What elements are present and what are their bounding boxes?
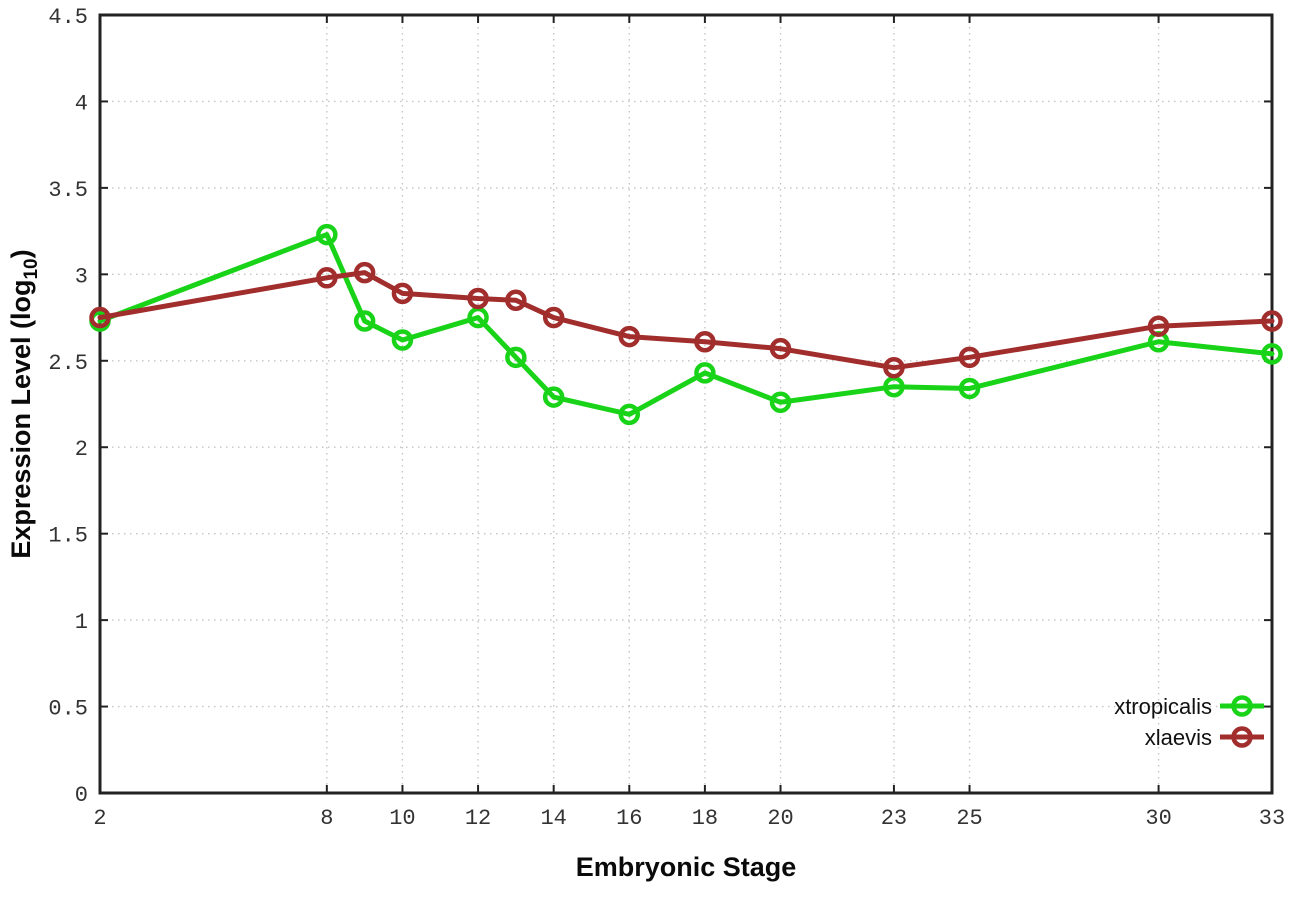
y-axis-title: Expression Level (log10) <box>6 249 42 558</box>
data-series <box>89 223 1283 426</box>
y-tick-label: 3.5 <box>48 178 88 203</box>
legend-sample-marker-xlaevis <box>1231 726 1253 748</box>
data-point-xtropicalis <box>694 362 716 384</box>
data-point-xlaevis <box>1261 310 1283 332</box>
data-point-xlaevis <box>467 287 489 310</box>
border-rect <box>98 13 1274 795</box>
x-tick-label: 10 <box>389 806 415 831</box>
axis-ticks <box>99 14 1273 794</box>
data-point-xtropicalis <box>618 403 641 426</box>
data-point-xlaevis <box>883 356 905 379</box>
legend-sample-marker-xtropicalis <box>1231 695 1253 717</box>
x-tick-label: 25 <box>956 806 982 831</box>
x-tick-label: 2 <box>93 806 106 831</box>
data-point-xtropicalis <box>958 377 981 400</box>
legend-label-xtropicalis: xtropicalis <box>1114 694 1212 719</box>
x-tick-label: 20 <box>767 806 793 831</box>
data-point-xtropicalis <box>353 310 376 332</box>
data-point-xtropicalis <box>316 223 338 246</box>
plot-border <box>98 13 1274 795</box>
series-line-xlaevis <box>97 270 1275 371</box>
data-point-xtropicalis <box>505 346 527 369</box>
x-tick-label: 18 <box>692 806 718 831</box>
x-tick-label: 16 <box>616 806 642 831</box>
y-tick-label: 4.5 <box>48 5 88 30</box>
x-tick-label: 12 <box>465 806 491 831</box>
data-point-xtropicalis <box>769 391 792 414</box>
x-tick-label: 30 <box>1145 806 1171 831</box>
data-point-xlaevis <box>89 306 111 329</box>
y-tick-label: 0.5 <box>48 697 88 722</box>
data-point-xlaevis <box>353 261 376 284</box>
data-point-xtropicalis <box>542 386 565 408</box>
y-tick-label: 2.5 <box>48 351 88 376</box>
x-tick-label: 23 <box>881 806 907 831</box>
gridlines <box>99 14 1273 794</box>
y-tick-label: 1 <box>75 610 88 635</box>
legend-label-xlaevis: xlaevis <box>1145 725 1212 750</box>
x-tick-label: 8 <box>320 806 333 831</box>
x-axis-title: Embryonic Stage <box>576 852 797 882</box>
tick-labels: 2 8 10 12 14 16 18 20 23 25 30 33 0 0.5 1 1.5 2 2.5 3 3.5 4 4… <box>48 5 1285 831</box>
y-axis-title-close: ) <box>6 249 36 258</box>
y-tick-label: 4 <box>75 91 88 116</box>
data-point-xlaevis <box>958 346 981 369</box>
y-tick-label: 0 <box>75 783 88 808</box>
data-point-xlaevis <box>769 337 792 360</box>
data-point-xlaevis <box>505 289 527 312</box>
y-tick-label: 3 <box>75 264 88 289</box>
y-tick-label: 2 <box>75 437 88 462</box>
x-tick-label: 14 <box>540 806 566 831</box>
data-point-xlaevis <box>1147 315 1170 337</box>
data-point-xlaevis <box>618 325 641 348</box>
data-point-xlaevis <box>391 282 414 305</box>
data-point-xtropicalis <box>391 329 414 351</box>
data-point-xlaevis <box>316 267 338 289</box>
data-point-xtropicalis <box>1261 343 1283 365</box>
legend: xtropicalis xlaevis <box>1114 694 1264 750</box>
y-axis-title-sub: 10 <box>21 258 42 279</box>
y-tick-label: 1.5 <box>48 524 88 549</box>
data-point-xlaevis <box>542 306 565 329</box>
x-tick-label: 33 <box>1259 806 1285 831</box>
y-axis-title-main: Expression Level (log <box>6 280 36 559</box>
series-line-xtropicalis <box>97 232 1275 417</box>
data-point-xlaevis <box>694 331 716 353</box>
